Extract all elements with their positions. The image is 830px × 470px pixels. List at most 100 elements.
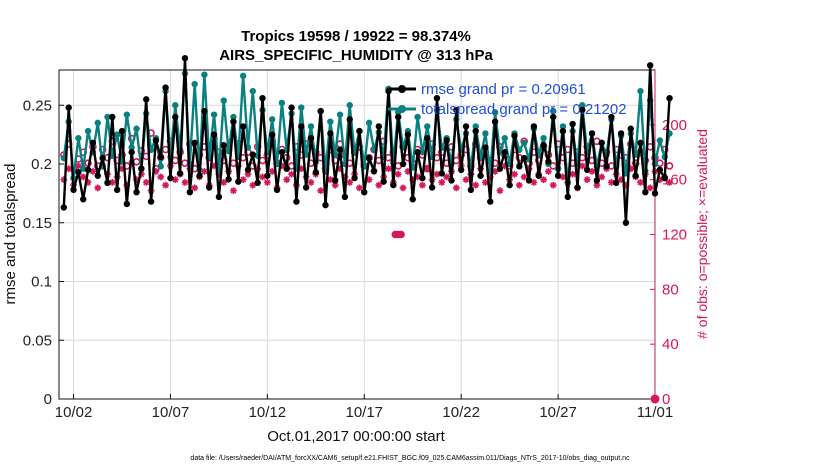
rmse-point bbox=[152, 137, 160, 144]
totalspread-point bbox=[559, 123, 567, 130]
rmse-point bbox=[128, 149, 135, 156]
obs-evaluated-marker bbox=[239, 176, 247, 184]
totalspread-point bbox=[230, 113, 237, 121]
x-tick-label: 10/07 bbox=[152, 404, 190, 421]
rmse-point bbox=[172, 113, 179, 121]
rmse-point bbox=[230, 118, 237, 125]
totalspread-point bbox=[472, 123, 479, 130]
legend-spread-label: totalspread grand pr = 0.21202 bbox=[421, 101, 627, 118]
rmse-point bbox=[157, 153, 164, 161]
obs-evaluated-marker bbox=[142, 179, 150, 186]
obs-evaluated-marker bbox=[230, 187, 237, 195]
obs-evaluated-marker bbox=[346, 179, 354, 186]
y-left-tick-label: 0 bbox=[44, 391, 52, 408]
totalspread-point bbox=[75, 134, 82, 142]
rmse-point bbox=[75, 169, 82, 176]
rmse-point bbox=[201, 107, 208, 115]
rmse-point bbox=[215, 193, 223, 201]
rmse-point bbox=[482, 144, 489, 151]
rmse-point bbox=[341, 193, 349, 201]
rmse-point bbox=[375, 123, 383, 130]
rmse-point bbox=[206, 184, 213, 191]
rmse-point bbox=[176, 170, 184, 177]
rmse-point bbox=[312, 169, 320, 176]
rmse-point bbox=[143, 96, 150, 103]
rmse-point bbox=[133, 189, 140, 196]
totalspread-point bbox=[298, 104, 305, 111]
obs-evaluated-marker bbox=[385, 165, 392, 173]
x-tick-label: 10/27 bbox=[539, 404, 577, 421]
rmse-point bbox=[244, 166, 252, 174]
totalspread-point bbox=[269, 116, 276, 123]
x-tick-label: 10/12 bbox=[249, 404, 287, 421]
rmse-point bbox=[191, 139, 198, 147]
obs-evaluated-marker bbox=[515, 181, 523, 189]
rmse-point bbox=[249, 151, 257, 158]
rmse-point bbox=[113, 186, 121, 194]
y-right-tick-label: 120 bbox=[662, 227, 687, 244]
rmse-point bbox=[666, 95, 673, 102]
totalspread-point bbox=[637, 87, 644, 95]
rmse-point bbox=[210, 131, 218, 138]
totalspread-point bbox=[210, 111, 218, 118]
rmse-point bbox=[530, 123, 538, 130]
rmse-point bbox=[186, 189, 194, 196]
obs-evaluated-marker bbox=[108, 179, 116, 186]
totalspread-point bbox=[80, 165, 87, 172]
rmse-point bbox=[70, 186, 77, 194]
obs-evaluated-marker bbox=[220, 179, 228, 186]
rmse-point bbox=[428, 184, 436, 191]
rmse-point bbox=[462, 123, 470, 130]
rmse-point bbox=[80, 196, 87, 203]
totalspread-point bbox=[414, 113, 421, 121]
totalspread-point bbox=[656, 137, 664, 144]
obs-evaluated-marker bbox=[598, 173, 606, 181]
totalspread-point bbox=[249, 87, 257, 95]
chart-title-line1: Tropics 19598 / 19922 = 98.374% bbox=[241, 28, 471, 45]
totalspread-point bbox=[191, 80, 198, 88]
y-right-tick-label: 0 bbox=[662, 391, 670, 408]
totalspread-point bbox=[84, 127, 92, 135]
obs-evaluated-marker bbox=[263, 179, 271, 186]
rmse-point bbox=[162, 84, 169, 91]
rmse-point bbox=[147, 198, 155, 205]
obs-evaluated-marker bbox=[94, 184, 102, 192]
rmse-point bbox=[448, 177, 455, 184]
rmse-point bbox=[351, 174, 358, 182]
totalspread-point bbox=[550, 107, 557, 115]
obs-evaluated-marker bbox=[283, 176, 291, 184]
obs-evaluated-marker bbox=[162, 181, 170, 189]
obs-evaluated-marker bbox=[540, 176, 547, 184]
rmse-point bbox=[288, 104, 295, 111]
rmse-point bbox=[380, 178, 387, 185]
rmse-point bbox=[419, 174, 426, 182]
rmse-point bbox=[365, 154, 373, 162]
totalspread-point bbox=[540, 134, 547, 142]
rmse-point bbox=[598, 139, 605, 147]
rmse-point bbox=[433, 95, 441, 102]
rmse-point bbox=[331, 177, 339, 184]
rmse-point bbox=[525, 177, 533, 184]
rmse-point bbox=[94, 172, 101, 179]
rmse-point bbox=[457, 166, 465, 174]
rmse-point bbox=[99, 154, 106, 162]
totalspread-point bbox=[278, 99, 286, 107]
rmse-line bbox=[62, 57, 671, 225]
rmse-point bbox=[298, 123, 305, 130]
rmse-point bbox=[501, 149, 508, 156]
rmse-point bbox=[317, 107, 324, 115]
rmse-point bbox=[622, 219, 630, 226]
y-left-tick-label: 0.15 bbox=[23, 215, 52, 232]
totalspread-point bbox=[491, 109, 499, 116]
obs-evaluated-marker bbox=[462, 176, 470, 184]
obs-evaluated-marker bbox=[549, 181, 557, 189]
rmse-point bbox=[167, 174, 174, 182]
totalspread-point bbox=[128, 144, 135, 151]
rmse-point bbox=[613, 179, 620, 186]
rmse-point bbox=[404, 131, 412, 138]
obs-evaluated-marker bbox=[666, 179, 673, 186]
rmse-point bbox=[593, 177, 601, 184]
rmse-point bbox=[438, 170, 445, 177]
